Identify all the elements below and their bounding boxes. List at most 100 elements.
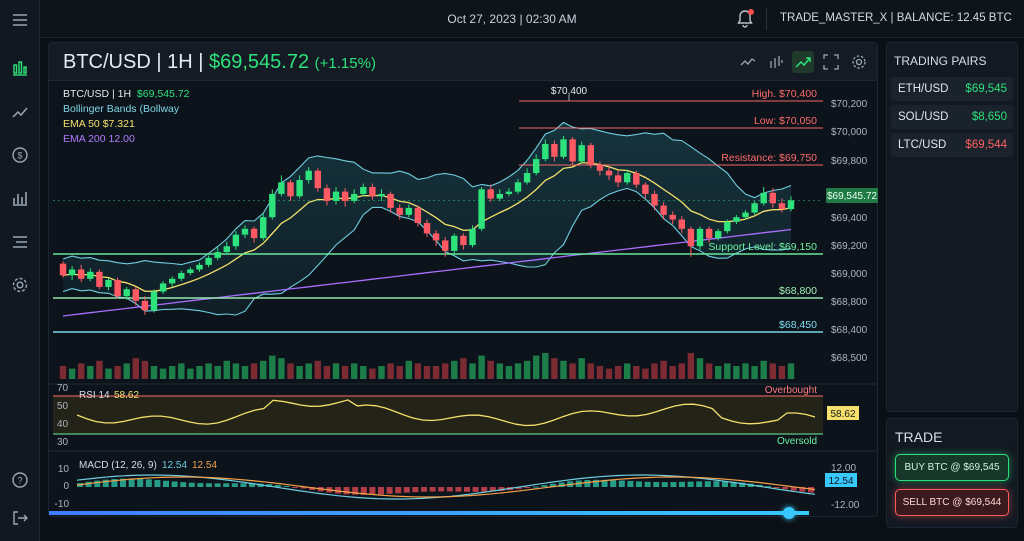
candle-body — [705, 228, 713, 239]
candle-body — [269, 193, 276, 218]
pair-row-sol[interactable]: SOL/USD $8,650 — [891, 105, 1013, 129]
volume-bar — [132, 358, 139, 379]
account-balance[interactable]: TRADE_MASTER_X | BALANCE: 12.45 BTC — [780, 12, 1012, 24]
trend-tool-icon[interactable] — [792, 51, 814, 73]
legend-bollinger: Bollinger Bands (Bollway — [63, 103, 180, 115]
pair-name: ETH/USD — [898, 83, 949, 95]
price-tag-bg — [826, 188, 878, 203]
dollar-icon[interactable]: $ — [6, 141, 34, 169]
volume-bar — [596, 366, 604, 379]
volume-bar — [214, 366, 221, 379]
candle-body — [778, 203, 786, 210]
candle-body — [296, 180, 303, 197]
price-chart[interactable]: High. $70,400 Low: $70,050 Resistance: $69… — [49, 43, 879, 518]
macd-histogram-bar — [636, 481, 642, 487]
settings-icon[interactable] — [6, 271, 34, 299]
macd-histogram-bar — [446, 487, 453, 492]
chart-panel: High. $70,400 Low: $70,050 Resistance: $69… — [48, 42, 879, 519]
macd-histogram-bar — [360, 487, 367, 495]
timeline-handle[interactable] — [783, 507, 795, 519]
macd-histogram-bar — [808, 487, 814, 493]
candle-body — [651, 193, 658, 206]
volume-bar — [369, 368, 376, 379]
volume-bar — [487, 360, 494, 379]
chart-legend: BTC/USD | 1H $69,545.72 Bollinger Bands … — [63, 87, 189, 147]
macd-histogram-bar — [137, 478, 144, 487]
macd-histogram-bar — [171, 481, 178, 487]
sell-button[interactable]: SELL BTC @ $69,544 — [895, 489, 1009, 516]
volume-bar — [159, 368, 167, 379]
candle-body — [341, 191, 349, 201]
candles-tool-icon[interactable] — [765, 51, 787, 73]
macd-histogram-bar — [713, 481, 720, 487]
volume-bar — [223, 360, 230, 379]
candle-body — [733, 217, 740, 222]
candle-body — [551, 143, 558, 157]
help-icon[interactable]: ? — [6, 466, 34, 494]
pair-row-ltc[interactable]: LTC/USD $69,544 — [891, 133, 1013, 157]
volume-bar — [787, 363, 795, 379]
macd-histogram-bar — [102, 479, 109, 487]
support-level-label: Support Level: $69,150 — [708, 241, 817, 253]
volume-bar — [505, 366, 513, 379]
price-axis-label: $69,800 — [831, 156, 868, 167]
macd-histogram-bar — [111, 478, 118, 487]
candle-body — [360, 186, 367, 194]
volume-bar — [533, 355, 540, 379]
trade-title: TRADE — [895, 429, 943, 445]
volume-bar — [205, 363, 212, 379]
timeline-scrollbar[interactable] — [49, 511, 809, 515]
volume-bar — [141, 360, 149, 379]
macd-histogram-bar — [352, 487, 359, 495]
macd-histogram-bar — [403, 487, 410, 493]
rsi-tag-bg — [827, 406, 859, 420]
chart-settings-icon[interactable] — [848, 51, 870, 73]
line-tool-icon[interactable] — [737, 51, 759, 73]
volume-bar — [578, 358, 585, 379]
macd-histogram-bar — [455, 487, 462, 492]
menu-icon[interactable] — [6, 6, 34, 34]
volume-bar — [587, 363, 594, 379]
candle-body — [123, 289, 130, 297]
bar-chart-icon[interactable] — [6, 184, 34, 212]
volume-bar — [378, 366, 385, 379]
volume-bar — [432, 366, 440, 379]
macd-histogram-bar — [722, 481, 728, 487]
fullscreen-icon[interactable] — [820, 51, 842, 73]
candle-body — [214, 252, 221, 258]
buy-button[interactable]: BUY BTC @ $69,545 — [895, 454, 1009, 481]
volume-bar — [687, 353, 695, 379]
line-chart-icon[interactable] — [6, 98, 34, 126]
rsi-value: 58.62 — [114, 390, 139, 401]
macd-histogram-bar — [730, 481, 737, 487]
candle-body — [68, 269, 76, 276]
candle-body — [605, 170, 613, 176]
candle-body — [514, 182, 522, 192]
logout-icon[interactable] — [6, 504, 34, 532]
volume-bar — [405, 360, 412, 379]
macd-histogram-bar — [782, 487, 789, 490]
macd-histogram-bar — [601, 479, 608, 487]
candle-body — [505, 191, 513, 194]
volume-bar — [751, 366, 758, 379]
candle-body — [633, 173, 640, 185]
candle-body — [141, 300, 149, 311]
pair-price: $69,545.72 — [208, 51, 310, 73]
macd-histogram-bar — [335, 487, 341, 494]
oversold-label: Oversold — [777, 436, 817, 447]
resistance-level-label: Resistance: $69,750 — [721, 152, 817, 164]
high-level-label: High. $70,400 — [752, 88, 818, 100]
candle-chart-icon[interactable] — [6, 54, 34, 82]
pair-name: LTC/USD — [898, 139, 947, 151]
macd-axis-left-label: 0 — [63, 481, 69, 492]
pair-price: $69,544 — [965, 139, 1007, 151]
svg-text:?: ? — [17, 476, 22, 486]
list-icon[interactable] — [6, 228, 34, 256]
macd-tag: 12.54 — [828, 476, 853, 487]
macd-histogram-bar — [429, 487, 436, 492]
pair-row-eth[interactable]: ETH/USD $69,545 — [891, 77, 1013, 101]
candle-body — [205, 257, 212, 265]
macd-histogram-bar — [378, 487, 384, 495]
ema200-line — [62, 228, 792, 317]
macd-histogram-bar — [584, 479, 591, 487]
